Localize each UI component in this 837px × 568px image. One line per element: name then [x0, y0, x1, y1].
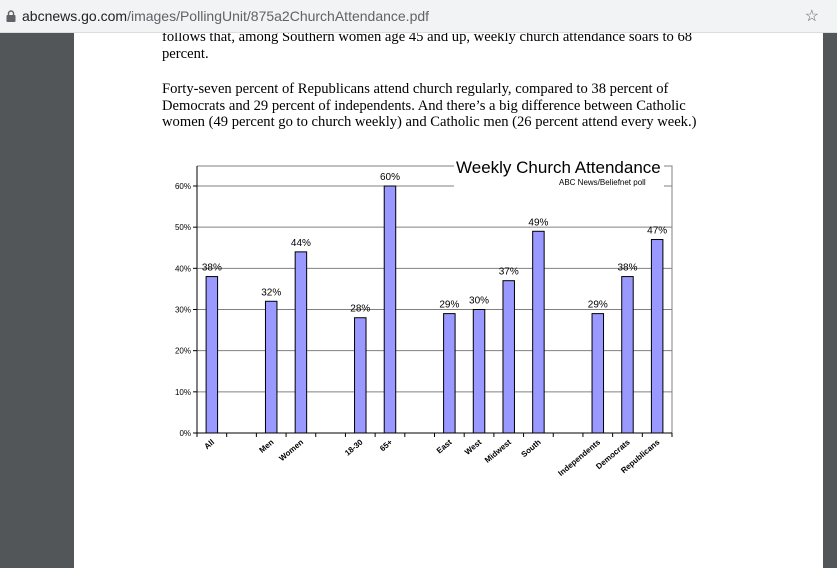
data-label: 30% — [469, 296, 489, 307]
pdf-page: follows that, among Southern women age 4… — [74, 33, 823, 568]
bar — [650, 239, 664, 434]
chart-x-tick-labels: All Men Women 18-30 65+ East West Midwest South I… — [203, 437, 662, 478]
data-label: 29% — [588, 300, 608, 311]
pdf-viewer-scrollbar[interactable] — [823, 33, 837, 568]
chart-title: Weekly Church Attendance — [456, 158, 661, 177]
pdf-viewer-margin-left — [0, 33, 74, 568]
bar — [205, 276, 219, 434]
chart-data-labels: 38% 32% 44% 28% 60% 29% 30% 37% 49% 29% 38% 47% — [202, 172, 667, 315]
data-label: 38% — [617, 263, 637, 274]
data-label: 29% — [439, 300, 459, 311]
x-tick-label: All — [203, 438, 217, 451]
bar — [354, 317, 367, 434]
bar — [294, 251, 308, 434]
x-tick-label: Men — [257, 438, 275, 455]
url-path: /images/PollingUnit/875a2ChurchAttendanc… — [127, 8, 430, 24]
address-bar[interactable]: abcnews.go.com/images/PollingUnit/875a2C… — [0, 0, 837, 33]
y-tick-label: 40% — [175, 264, 191, 273]
x-tick-label: Midwest — [483, 437, 513, 464]
bar — [264, 300, 278, 434]
chart-subtitle: ABC News/Beliefnet poll — [559, 178, 646, 187]
y-tick-label: 0% — [179, 429, 191, 438]
data-label: 28% — [350, 304, 370, 315]
bar — [443, 313, 456, 434]
chart-bars — [205, 185, 664, 434]
x-tick-label: South — [520, 438, 543, 460]
bar — [472, 309, 486, 434]
y-tick-label: 10% — [175, 388, 191, 397]
x-tick-label: East — [435, 437, 454, 455]
x-tick-label: 65+ — [378, 437, 394, 453]
url-host: abcnews.go.com — [22, 8, 128, 24]
x-tick-label: Women — [277, 438, 305, 463]
data-label: 60% — [380, 172, 400, 183]
y-tick-label: 20% — [175, 347, 191, 356]
church-attendance-chart: 38% 32% 44% 28% 60% 29% 30% 37% 49% 29% 38% 47% 0% 1… — [175, 157, 673, 478]
y-tick-label: 60% — [175, 182, 191, 191]
paragraph: Forty-seven percent of Republicans atten… — [162, 81, 697, 130]
data-label: 32% — [261, 287, 281, 298]
url-text[interactable]: abcnews.go.com/images/PollingUnit/875a2C… — [22, 8, 429, 24]
data-label: 49% — [528, 217, 548, 228]
x-tick-label: West — [463, 437, 484, 456]
data-label: 47% — [647, 226, 667, 237]
bar — [621, 276, 634, 434]
chart-y-tick-labels: 0% 10% 20% 30% 40% 50% 60% — [175, 182, 191, 438]
x-tick-label: 18-30 — [343, 437, 365, 457]
paragraph: follows that, among Southern women age 4… — [162, 33, 693, 62]
bar — [383, 185, 397, 434]
bar — [591, 313, 605, 434]
bar — [502, 280, 515, 434]
plot-frame — [197, 165, 673, 433]
bookmark-star-icon[interactable]: ☆ — [804, 8, 819, 25]
data-label: 37% — [499, 267, 519, 278]
data-label: 38% — [202, 263, 222, 274]
bar — [532, 230, 545, 434]
y-tick-label: 50% — [175, 223, 191, 232]
lock-icon — [6, 10, 16, 22]
y-tick-label: 30% — [175, 306, 191, 315]
x-tick-label: Independents — [556, 437, 602, 478]
data-label: 44% — [291, 238, 311, 249]
